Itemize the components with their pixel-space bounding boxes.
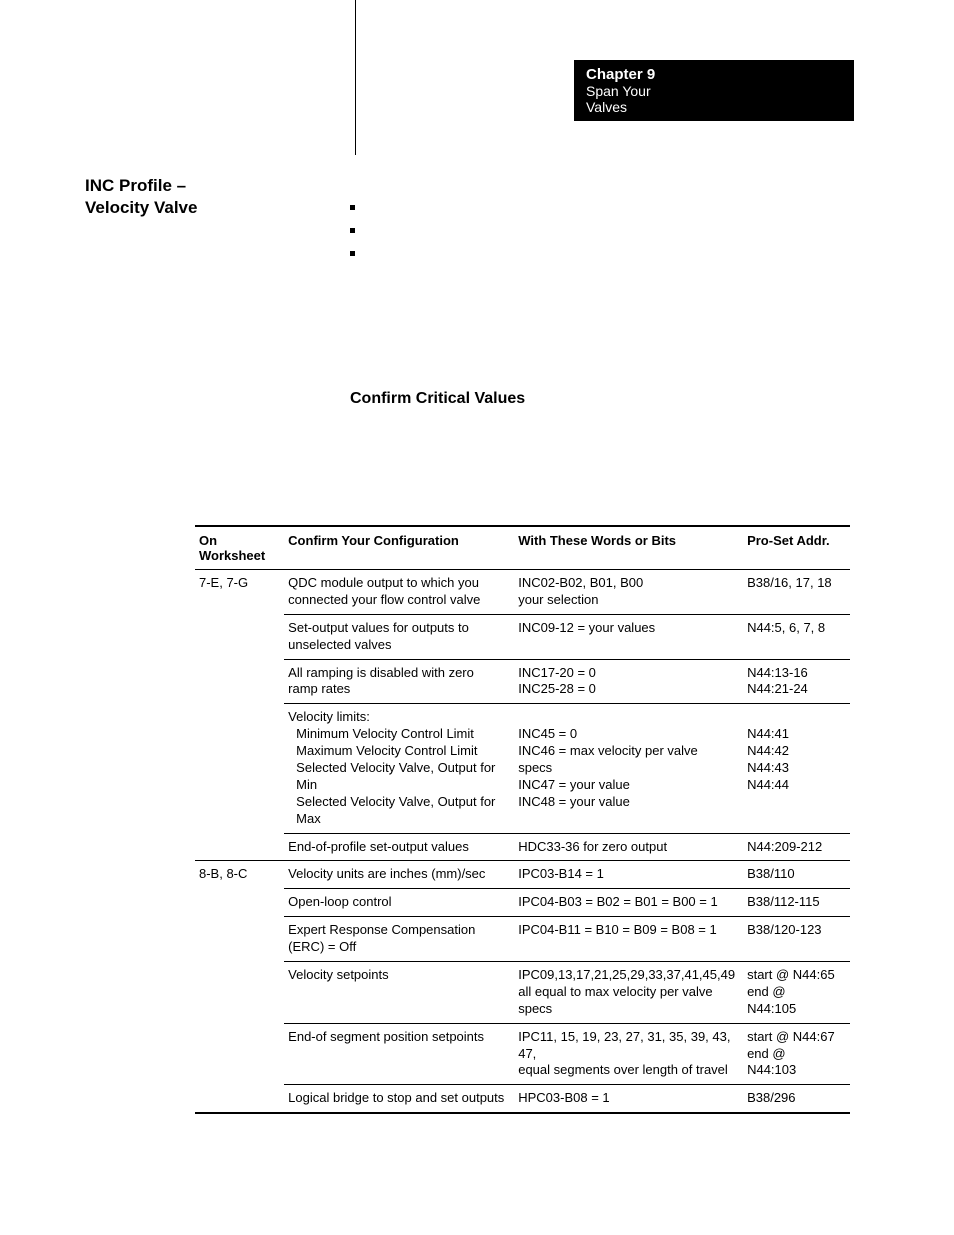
cell-addr: B38/120-123: [743, 917, 850, 962]
cell-addr: N44:5, 6, 7, 8: [743, 614, 850, 659]
cell-ws: [195, 1023, 284, 1085]
cell-ws: [195, 704, 284, 833]
cell-words: INC17-20 = 0 INC25-28 = 0: [514, 659, 743, 704]
th-worksheet: On Worksheet: [195, 526, 284, 570]
cell-addr: N44:13-16 N44:21-24: [743, 659, 850, 704]
cell-ws: 7-E, 7-G: [195, 570, 284, 615]
table-row: Set-output values for outputs to unselec…: [195, 614, 850, 659]
cell-ws: [195, 833, 284, 861]
cell-words: INC02-B02, B01, B00 your selection: [514, 570, 743, 615]
cell-ws: [195, 962, 284, 1024]
cell-conf: Velocity limits: Minimum Velocity Contro…: [284, 704, 514, 833]
table-row: Logical bridge to stop and set outputs H…: [195, 1085, 850, 1113]
table-row: Open-loop control IPC04-B03 = B02 = B01 …: [195, 889, 850, 917]
cell-conf: Logical bridge to stop and set outputs: [284, 1085, 514, 1113]
vertical-rule: [355, 0, 356, 155]
cell-conf: End-of-profile set-output values: [284, 833, 514, 861]
cell-conf: Velocity setpoints: [284, 962, 514, 1024]
cell-words: HDC33-36 for zero output: [514, 833, 743, 861]
cell-addr: B38/296: [743, 1085, 850, 1113]
table-row: Expert Response Compensation (ERC) = Off…: [195, 917, 850, 962]
document-page: Chapter 9 Span Your Valves INC Profile –…: [0, 0, 954, 120]
bullet-icon: [350, 228, 355, 233]
table-row: Velocity setpoints IPC09,13,17,21,25,29,…: [195, 962, 850, 1024]
cell-words: INC45 = 0 INC46 = max velocity per valve…: [514, 704, 743, 833]
chapter-header: Chapter 9 Span Your Valves: [574, 60, 854, 121]
config-table: On Worksheet Confirm Your Configuration …: [195, 525, 850, 1114]
cell-ws: [195, 889, 284, 917]
side-heading-line2: Velocity Valve: [85, 198, 197, 217]
table-header-row: On Worksheet Confirm Your Configuration …: [195, 526, 850, 570]
cell-conf: Expert Response Compensation (ERC) = Off: [284, 917, 514, 962]
table-row: End-of segment position setpoints IPC11,…: [195, 1023, 850, 1085]
side-heading: INC Profile – Velocity Valve: [85, 175, 197, 219]
cell-words: IPC04-B03 = B02 = B01 = B00 = 1: [514, 889, 743, 917]
bullet-icon: [350, 251, 355, 256]
table-row: All ramping is disabled with zero ramp r…: [195, 659, 850, 704]
cell-words: IPC03-B14 = 1: [514, 861, 743, 889]
table-row: Velocity limits: Minimum Velocity Contro…: [195, 704, 850, 833]
cell-words: IPC04-B11 = B10 = B09 = B08 = 1: [514, 917, 743, 962]
bullet-icon: [350, 205, 355, 210]
th-words: With These Words or Bits: [514, 526, 743, 570]
bullet-list: [350, 205, 355, 274]
th-addr: Pro-Set Addr.: [743, 526, 850, 570]
cell-addr: B38/112-115: [743, 889, 850, 917]
cell-addr: B38/110: [743, 861, 850, 889]
cell-addr: N44:41 N44:42 N44:43 N44:44: [743, 704, 850, 833]
table-row: 7-E, 7-G QDC module output to which you …: [195, 570, 850, 615]
cell-ws: [195, 1085, 284, 1113]
cell-addr: N44:209-212: [743, 833, 850, 861]
table-row: 8-B, 8-C Velocity units are inches (mm)/…: [195, 861, 850, 889]
cell-ws: 8-B, 8-C: [195, 861, 284, 889]
table-row: End-of-profile set-output values HDC33-3…: [195, 833, 850, 861]
cell-ws: [195, 659, 284, 704]
cell-words: IPC09,13,17,21,25,29,33,37,41,45,49 all …: [514, 962, 743, 1024]
th-config: Confirm Your Configuration: [284, 526, 514, 570]
cell-conf: Velocity units are inches (mm)/sec: [284, 861, 514, 889]
cell-ws: [195, 917, 284, 962]
cell-words: HPC03-B08 = 1: [514, 1085, 743, 1113]
cell-conf: End-of segment position setpoints: [284, 1023, 514, 1085]
chapter-subtitle: Span Your Valves: [586, 83, 694, 115]
cell-ws: [195, 614, 284, 659]
cell-words: INC09-12 = your values: [514, 614, 743, 659]
cell-addr: start @ N44:65 end @ N44:105: [743, 962, 850, 1024]
cell-conf: QDC module output to which you connected…: [284, 570, 514, 615]
cell-conf: Set-output values for outputs to unselec…: [284, 614, 514, 659]
cell-conf: All ramping is disabled with zero ramp r…: [284, 659, 514, 704]
side-heading-line1: INC Profile –: [85, 176, 186, 195]
chapter-number: Chapter 9: [586, 66, 694, 83]
cell-words: IPC11, 15, 19, 23, 27, 31, 35, 39, 43, 4…: [514, 1023, 743, 1085]
section-heading: Confirm Critical Values: [350, 390, 525, 408]
cell-addr: start @ N44:67 end @ N44:103: [743, 1023, 850, 1085]
cell-addr: B38/16, 17, 18: [743, 570, 850, 615]
cell-conf: Open-loop control: [284, 889, 514, 917]
